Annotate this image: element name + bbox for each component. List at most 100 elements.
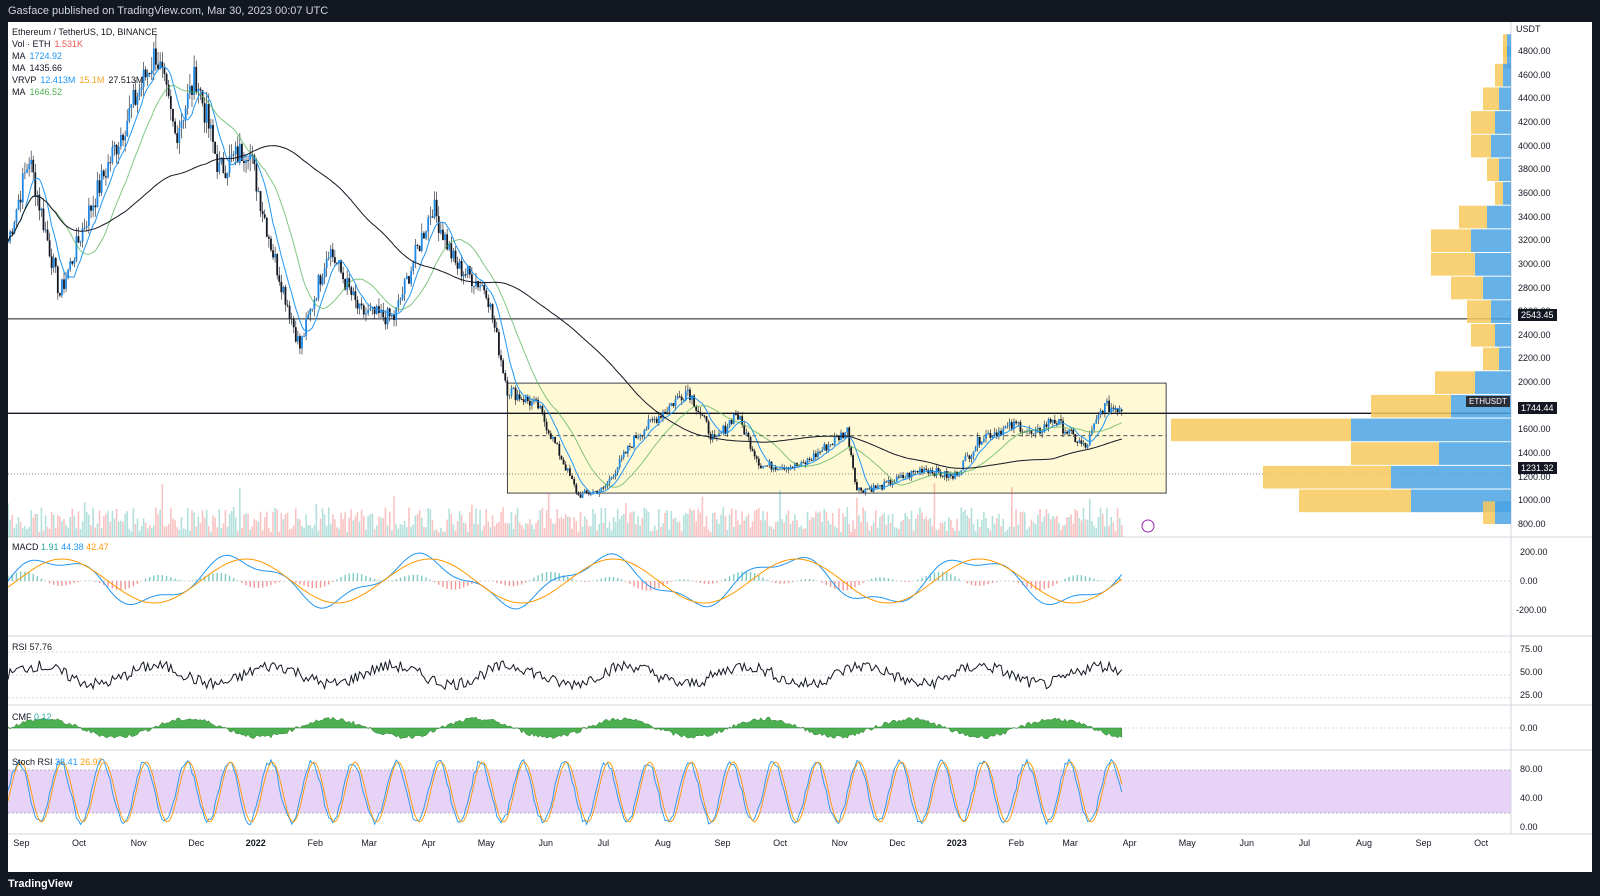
macd-histogram-bar [629,581,631,584]
candle-body [393,314,395,321]
macd-histogram-bar [1076,574,1079,581]
candle-body [257,191,260,193]
candle-body [1112,407,1115,409]
candle-body [1106,400,1108,404]
volume-bar [1088,498,1091,537]
candle-body [600,487,603,492]
macd-histogram-bar [741,571,743,581]
macd-histogram-bar [904,581,906,583]
rsi-line [8,658,1123,691]
macd-histogram-bar [278,581,280,583]
volume-bar [286,512,289,537]
volume-bar [1078,518,1081,537]
volume-bar [804,528,807,537]
volume-bar [854,529,856,537]
chart-area[interactable]: Ethereum / TetherUS, 1D, BINANCE Vol · E… [8,22,1592,872]
volume-bar [564,513,567,537]
macd-histogram-bar [303,581,305,586]
candle-body [388,308,391,317]
volume-bar [197,516,200,537]
candle-body [399,299,402,301]
volume-bar [216,527,218,537]
candle-body [779,469,781,471]
volume-bar [660,526,662,537]
candle-body [1088,434,1091,446]
candle-body [437,216,440,233]
volume-bar [637,515,639,537]
rsi-tick-1: 50.00 [1520,667,1543,677]
macd-histogram-bar [917,579,919,581]
macd-histogram-bar [208,574,210,581]
symbol-title[interactable]: Ethereum / TetherUS, 1D, BINANCE [12,27,158,37]
volume-bar [107,510,109,537]
volume-bar [442,531,444,537]
candle-body [995,432,998,437]
legend-vrvp[interactable]: VRVP 12.413M 15.1M 27.513M [12,74,157,86]
cmf-legend[interactable]: CMF 0.12 [12,712,52,722]
volume-bar [709,531,712,537]
volume-bar [741,511,743,537]
volume-bar [885,524,888,537]
chart-canvas[interactable] [8,22,1592,872]
macd-legend[interactable]: MACD 1.91 44.38 42.47 [12,542,109,552]
stoch-legend[interactable]: Stoch RSI 38.41 26.97 [12,757,103,767]
macd-histogram-bar [658,581,660,588]
candle-body [783,467,786,470]
volume-bar [592,508,594,537]
candle-body [460,261,463,277]
candle-body [817,451,819,458]
volume-bar [651,530,654,537]
macd-histogram-bar [98,581,101,584]
volume-bar [631,512,633,537]
volume-bar [980,519,983,537]
candle-body [672,403,675,406]
candle-body [819,451,821,453]
volume-profile-sell-bar [1495,63,1503,87]
tradingview-logo[interactable]: TradingView [8,878,73,890]
macd-histogram-bar [600,578,603,581]
macd-histogram-bar [153,575,155,581]
candle-body [1041,432,1044,434]
volume-bar [622,513,625,537]
legend-ma3[interactable]: MA 1646.52 [12,86,157,98]
volume-bar [993,523,996,537]
macd-histogram-bar [348,573,350,581]
candle-body [313,300,316,309]
candle-body [622,452,625,458]
candle-body [247,160,249,162]
volume-bar [397,528,400,537]
legend-ma1[interactable]: MA 1724.92 [12,50,157,62]
candle-body [24,172,26,174]
volume-bar [352,520,355,537]
candle-body [278,275,281,282]
macd-histogram-bar [450,581,453,590]
macd-histogram-bar [199,578,202,581]
legend-ma2[interactable]: MA 1435.66 [12,62,157,74]
rsi-tick-2: 25.00 [1520,690,1543,700]
macd-histogram-bar [340,576,342,581]
candle-body [949,474,952,476]
volume-bar [105,513,107,537]
volume-bar [806,511,809,537]
volume-bar [874,510,877,537]
volume-bar [852,520,854,537]
price-tick: 4200.00 [1518,116,1551,127]
legend-volume[interactable]: Vol · ETH 1.531K [12,38,157,50]
candle-body [958,472,961,476]
macd-histogram-bar [336,579,338,581]
candle-body [552,437,554,439]
volume-bar [1068,517,1070,537]
candle-body [1080,440,1083,444]
volume-bar [791,520,794,537]
macd-histogram-bar [28,572,30,581]
volume-profile-sell-bar [1467,300,1491,323]
volume-bar [535,522,537,537]
macd-histogram-bar [203,576,206,581]
volume-bar [163,526,166,537]
last-price-tag: 1744.44 [1518,402,1557,414]
candle-body [745,432,748,435]
volume-bar [1045,509,1048,537]
rsi-legend[interactable]: RSI 57.76 [12,642,52,652]
volume-bar [680,531,683,537]
macd-histogram-bar [588,581,590,582]
